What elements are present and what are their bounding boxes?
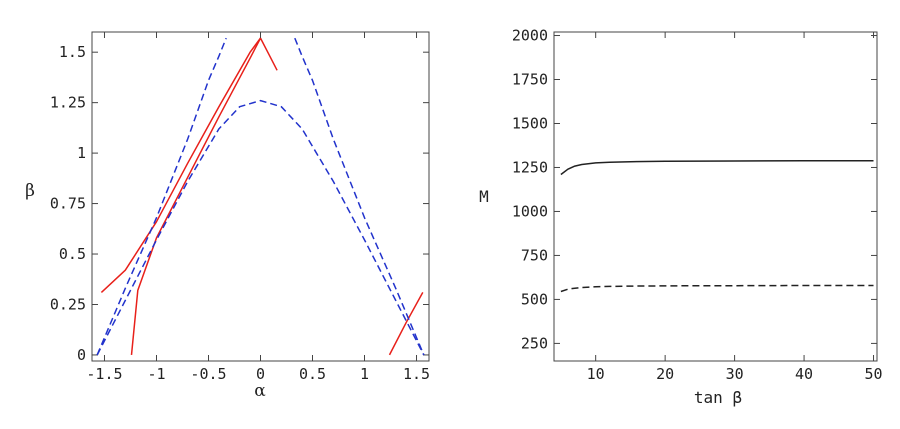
x-tick-label: 50 [864, 365, 882, 383]
x-tick-label: -1.5 [86, 365, 122, 383]
y-tick-label: 1500 [512, 114, 548, 132]
series-line-1 [130, 37, 262, 355]
y-tick-label: 1750 [512, 71, 548, 89]
chart-right: 10 20 30 40 50 250 500 750 1000 1250 1500 1750 2000… [479, 27, 882, 407]
series-left [96, 37, 425, 356]
xticks-left: -1.5 -1 -0.5 0 0.5 1 1.5 [86, 32, 430, 383]
yticks-right: 250 500 750 1000 1250 1500 1750 2000 [512, 27, 877, 352]
y-axis-label-left: β [25, 181, 35, 201]
series-line-0 [560, 160, 874, 176]
yticks-left: 0 0.25 0.5 0.75 1 1.25 1.5 [50, 43, 429, 364]
y-tick-label: 0 [77, 346, 86, 364]
y-tick-label: 2000 [512, 27, 548, 45]
y-tick-label: 1250 [512, 158, 548, 176]
x-tick-label: 30 [726, 365, 744, 383]
series-line-4 [96, 99, 425, 356]
x-tick-label: -0.5 [190, 365, 226, 383]
y-tick-label: 250 [521, 334, 548, 352]
series-right [560, 160, 874, 293]
x-axis-label-left: α [254, 381, 266, 401]
chart-left: -1.5 -1 -0.5 0 0.5 1 1.5 00.250.50.7511.251.5 … [25, 31, 430, 401]
y-tick-label: 0.25 [50, 295, 86, 313]
series-line-6 [294, 37, 425, 356]
xticks-right: 10 20 30 40 50 [587, 32, 883, 383]
series-line-1 [560, 284, 874, 293]
y-tick-label: 1.25 [50, 94, 86, 112]
series-line-3 [388, 292, 424, 356]
series-line-2 [259, 37, 278, 71]
series-line-5 [96, 37, 227, 356]
y-tick-label: 1.5 [59, 43, 86, 61]
plot-frame-right [553, 31, 878, 362]
x-tick-label: 0.5 [299, 365, 326, 383]
x-tick-label: 1.5 [403, 365, 430, 383]
x-tick-label: -1 [147, 365, 165, 383]
x-tick-label: 1 [360, 365, 369, 383]
x-axis-label-right: tan β [694, 388, 742, 407]
y-tick-label: 1000 [512, 202, 548, 220]
plot-frame-left [91, 31, 430, 362]
x-tick-label: 40 [795, 365, 813, 383]
y-tick-label: 0.5 [59, 245, 86, 263]
x-tick-label: 20 [656, 365, 674, 383]
y-axis-label-right: M [479, 187, 489, 206]
x-tick-label: 0 [256, 365, 265, 383]
y-tick-label: 500 [521, 290, 548, 308]
y-tick-label: 1 [77, 144, 86, 162]
series-line-0 [100, 37, 262, 293]
y-tick-label: 750 [521, 246, 548, 264]
x-tick-label: 10 [587, 365, 605, 383]
y-tick-label: 0.75 [50, 195, 86, 213]
